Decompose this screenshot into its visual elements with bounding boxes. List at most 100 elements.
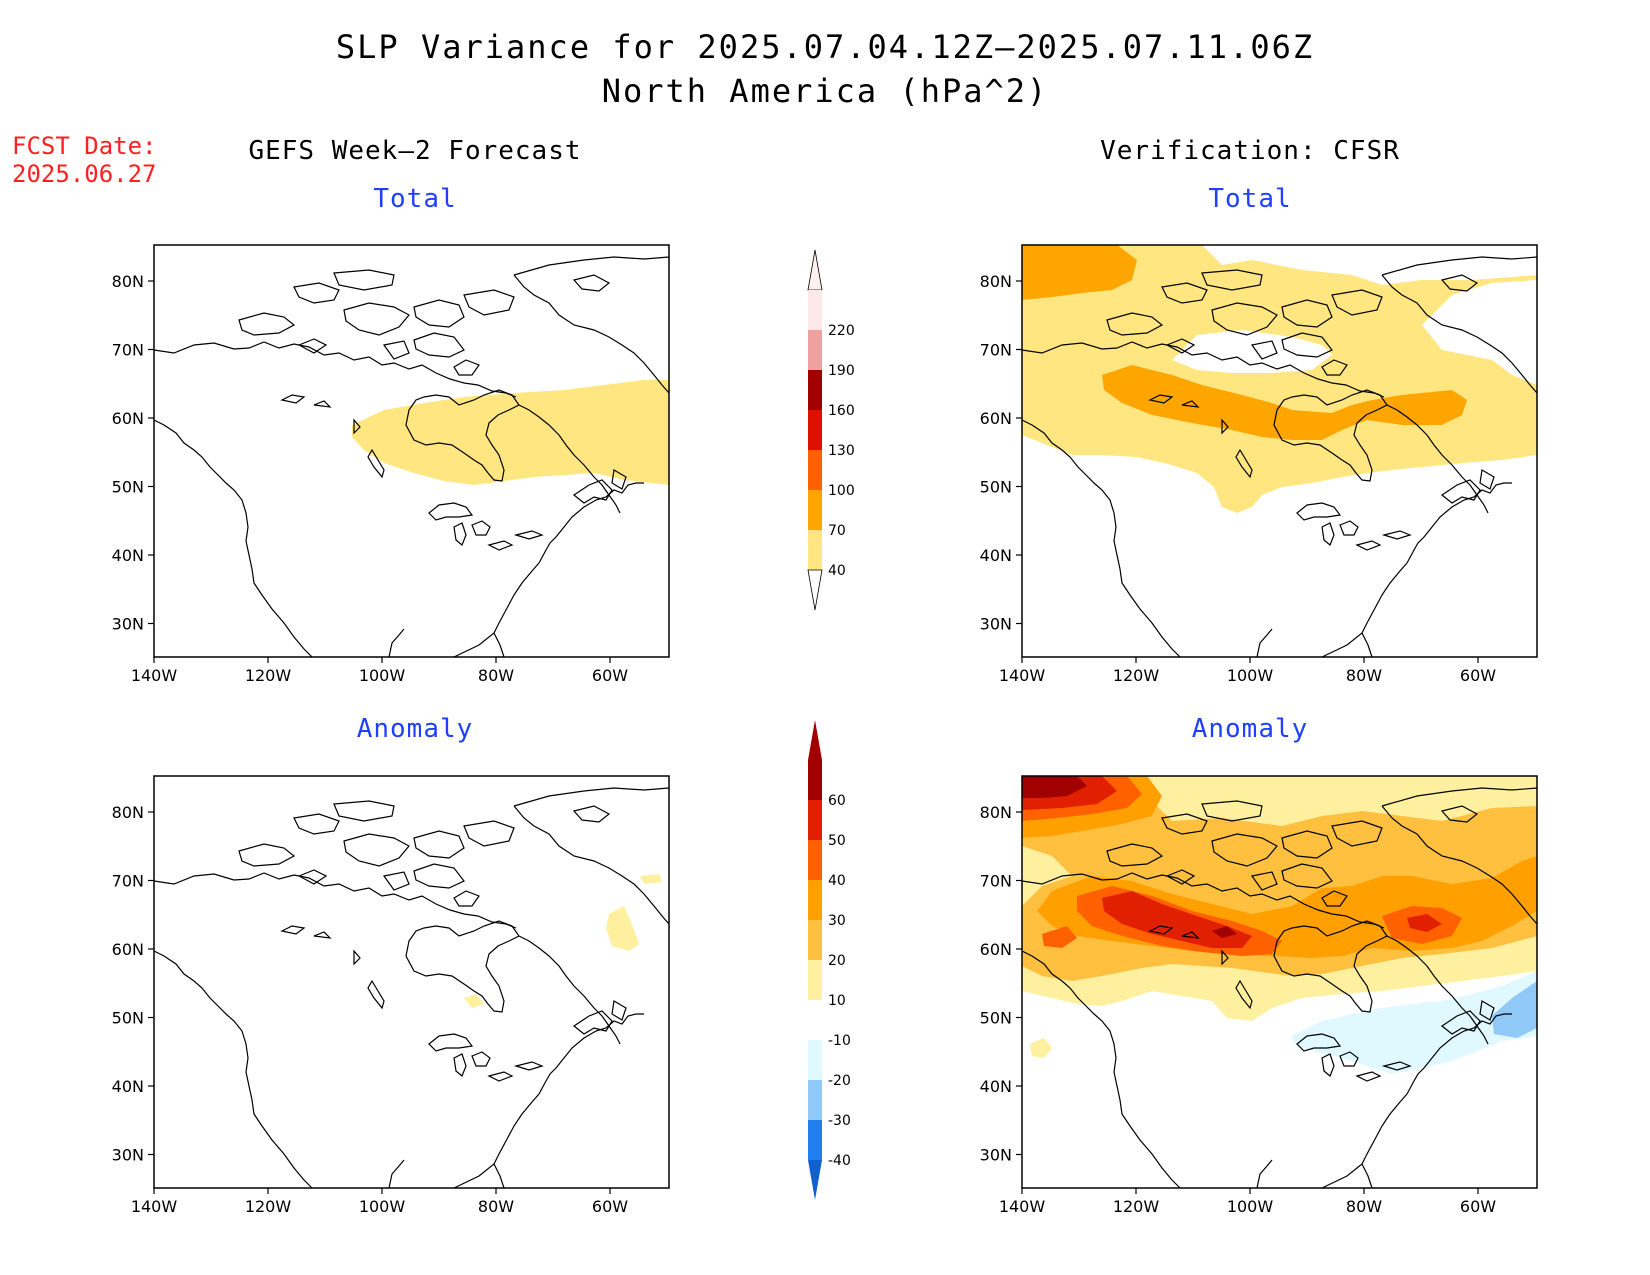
lon-tick-label: 100W bbox=[359, 666, 406, 685]
shading-anomaly-50-60 bbox=[1407, 914, 1442, 932]
colorbar-anomaly-box bbox=[808, 960, 822, 1000]
panel-title-forecast-total: Total bbox=[373, 184, 457, 214]
lat-tick-label: 70N bbox=[112, 341, 144, 360]
colorbar-total: 40 70 100 130 160 190 220 bbox=[807, 249, 855, 611]
lat-tick-label: 50N bbox=[112, 1009, 144, 1028]
colorbar-anomaly-box bbox=[808, 1080, 822, 1120]
shading-anomaly-10-20 bbox=[640, 874, 662, 884]
lat-tick-label: 80N bbox=[112, 272, 144, 291]
lon-tick-label: 80W bbox=[1346, 1197, 1382, 1216]
colorbar-total-bottom-arrow bbox=[807, 569, 823, 611]
colorbar-anomaly-label: 50 bbox=[828, 833, 846, 849]
colorbar-total-box bbox=[808, 410, 822, 450]
lat-tick-label: 60N bbox=[112, 940, 144, 959]
shading-total-70-100 bbox=[1022, 245, 1137, 300]
colorbar-anomaly-box bbox=[808, 880, 822, 920]
colorbar-total-box bbox=[808, 490, 822, 530]
lon-tick-label: 60W bbox=[592, 666, 628, 685]
lat-tick-label: 30N bbox=[980, 615, 1012, 634]
colorbar-anomaly-label: -40 bbox=[828, 1153, 851, 1169]
map-forecast-anomaly bbox=[153, 775, 670, 1189]
lon-tick-label: 100W bbox=[359, 1197, 406, 1216]
colorbar-anomaly-label: -10 bbox=[828, 1033, 851, 1049]
shading-anomaly-10-20 bbox=[606, 906, 639, 951]
lat-tick-label: 30N bbox=[112, 1146, 144, 1165]
shading-anomaly-neg-20-30 bbox=[1492, 981, 1537, 1038]
colorbar-anomaly-box bbox=[808, 920, 822, 960]
lat-tick-label: 60N bbox=[112, 409, 144, 428]
colorbar-total-label: 220 bbox=[828, 323, 855, 339]
lat-tick-label: 60N bbox=[980, 409, 1012, 428]
shading-total-40-70 bbox=[1022, 245, 1537, 513]
colorbar-total-label: 160 bbox=[828, 403, 855, 419]
colorbar-anomaly-box bbox=[808, 760, 822, 800]
lat-tick-label: 50N bbox=[112, 478, 144, 497]
panel-title-verification-total: Total bbox=[1208, 184, 1292, 214]
shading-anomaly-above-60 bbox=[1022, 776, 1087, 798]
lat-tick-label: 80N bbox=[980, 803, 1012, 822]
lon-tick-label: 140W bbox=[999, 1197, 1046, 1216]
lat-tick-label: 50N bbox=[980, 478, 1012, 497]
colorbar-total-label: 130 bbox=[828, 443, 855, 459]
colorbar-total-box bbox=[808, 330, 822, 370]
shading-anomaly-40-50 bbox=[1042, 926, 1077, 948]
colorbar-total-label: 190 bbox=[828, 363, 855, 379]
lat-tick-label: 30N bbox=[112, 615, 144, 634]
panel-title-verification-anomaly: Anomaly bbox=[1191, 714, 1309, 744]
lon-tick-label: 140W bbox=[999, 666, 1046, 685]
right-column-title: Verification: CFSR bbox=[1100, 136, 1400, 166]
colorbar-anomaly-box bbox=[808, 840, 822, 880]
lon-tick-label: 140W bbox=[131, 1197, 178, 1216]
shading-total-40-70 bbox=[352, 380, 669, 485]
lat-tick-label: 50N bbox=[980, 1009, 1012, 1028]
lat-tick-label: 40N bbox=[112, 1077, 144, 1096]
map-verification-anomaly bbox=[1021, 775, 1538, 1189]
lon-tick-label: 120W bbox=[245, 1197, 292, 1216]
lon-tick-label: 120W bbox=[1113, 666, 1160, 685]
colorbar-anomaly: -40 -30 -20 -10 10 20 30 40 50 60 bbox=[808, 720, 851, 1200]
lon-tick-label: 80W bbox=[1346, 666, 1382, 685]
lat-tick-label: 40N bbox=[112, 546, 144, 565]
colorbar-anomaly-top-arrow bbox=[808, 720, 822, 760]
colorbar-anomaly-box bbox=[808, 800, 822, 840]
lon-tick-label: 120W bbox=[1113, 1197, 1160, 1216]
colorbar-total-box bbox=[808, 290, 822, 330]
colorbar-anomaly-label: 60 bbox=[828, 793, 846, 809]
shading-anomaly-10-20 bbox=[464, 994, 484, 1008]
lat-tick-label: 30N bbox=[980, 1146, 1012, 1165]
map-verification-total bbox=[1021, 244, 1538, 658]
colorbar-anomaly-box bbox=[808, 1040, 822, 1080]
lon-tick-label: 80W bbox=[478, 1197, 514, 1216]
main-subtitle: North America (hPa^2) bbox=[601, 72, 1049, 110]
colorbar-total-box bbox=[808, 450, 822, 490]
fcst-date-value: 2025.06.27 bbox=[12, 160, 157, 188]
lat-tick-label: 40N bbox=[980, 546, 1012, 565]
lat-tick-label: 40N bbox=[980, 1077, 1012, 1096]
map-forecast-total bbox=[153, 244, 670, 658]
shading-total-low-patch bbox=[1172, 330, 1332, 373]
colorbar-anomaly-bottom-arrow bbox=[808, 1160, 822, 1200]
axes-layer: 80N 70N 60N 50N 40N 30N 140W 120W 100W 80W 60W 80N 7… bbox=[112, 272, 1497, 1216]
colorbar-total-label: 40 bbox=[828, 563, 846, 579]
lat-tick-label: 70N bbox=[980, 872, 1012, 891]
lon-tick-label: 60W bbox=[592, 1197, 628, 1216]
lat-tick-label: 70N bbox=[112, 872, 144, 891]
colorbar-total-label: 100 bbox=[828, 483, 855, 499]
colorbar-anomaly-label: -30 bbox=[828, 1113, 851, 1129]
colorbar-anomaly-label: 40 bbox=[828, 873, 846, 889]
lat-tick-label: 70N bbox=[980, 341, 1012, 360]
colorbar-total-label: 70 bbox=[828, 523, 846, 539]
colorbar-anomaly-label: 10 bbox=[828, 993, 846, 1009]
shading-anomaly-above-60 bbox=[1212, 926, 1237, 938]
colorbar-anomaly-label: 20 bbox=[828, 953, 846, 969]
colorbar-anomaly-label: 30 bbox=[828, 913, 846, 929]
fcst-date-label: FCST Date: bbox=[12, 132, 157, 160]
left-column-title: GEFS Week–2 Forecast bbox=[248, 136, 582, 166]
lon-tick-label: 100W bbox=[1227, 1197, 1274, 1216]
colorbar-total-box bbox=[808, 370, 822, 410]
panel-title-forecast-anomaly: Anomaly bbox=[356, 714, 474, 744]
shading-anomaly-50-60 bbox=[1102, 891, 1252, 948]
colorbar-anomaly-label: -20 bbox=[828, 1073, 851, 1089]
lon-tick-label: 100W bbox=[1227, 666, 1274, 685]
